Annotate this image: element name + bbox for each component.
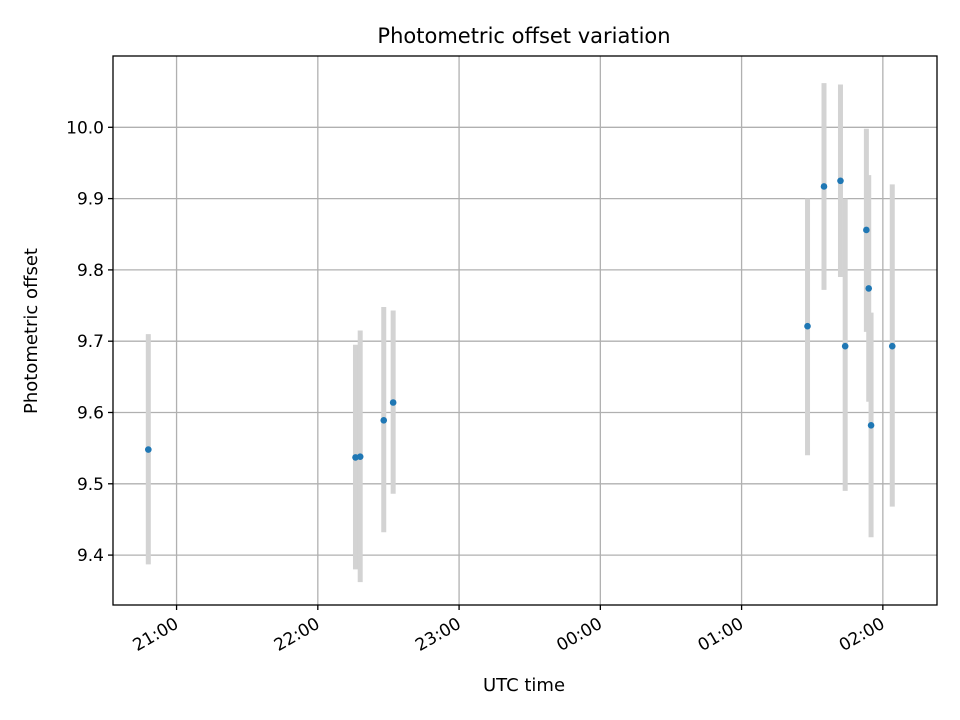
data-point [389, 399, 397, 406]
y-tick-label: 9.9 [77, 190, 104, 210]
y-tick-label: 9.6 [77, 403, 104, 423]
data-point [145, 446, 152, 453]
x-tick-label: 23:00 [412, 614, 464, 656]
y-axis-ticks: 9.4 9.5 9.6 9.7 9.8 9.9 10.0 [66, 118, 113, 566]
data-point [804, 322, 811, 330]
data-point [867, 422, 875, 429]
data-point [820, 183, 828, 190]
plot-frame [112, 55, 938, 606]
data-point [356, 453, 364, 460]
data-point [865, 285, 873, 292]
data-points [145, 177, 896, 461]
x-axis-label: UTC time [483, 675, 565, 696]
chart-title: Photometric offset variation [377, 24, 670, 48]
data-point [380, 417, 388, 424]
data-point [888, 342, 896, 350]
y-tick-label: 9.5 [77, 475, 104, 495]
data-point [841, 342, 849, 350]
y-tick-label: 9.8 [77, 261, 104, 281]
data-point [863, 226, 870, 234]
x-tick-label: 00:00 [553, 614, 605, 656]
x-tick-label: 02:00 [836, 614, 888, 656]
y-axis-label: Photometric offset [21, 248, 42, 414]
x-axis-ticks: 21:00 22:00 23:00 00:00 01:00 02:00 [130, 605, 888, 656]
x-tick-label: 22:00 [271, 614, 323, 656]
x-tick-label: 21:00 [130, 614, 182, 656]
x-tick-label: 01:00 [695, 614, 747, 656]
y-tick-label: 9.4 [77, 546, 104, 566]
grid-lines [113, 56, 937, 605]
error-bars [145, 83, 895, 583]
data-point [837, 177, 844, 185]
y-tick-label: 10.0 [66, 118, 104, 138]
y-tick-label: 9.7 [77, 332, 104, 352]
